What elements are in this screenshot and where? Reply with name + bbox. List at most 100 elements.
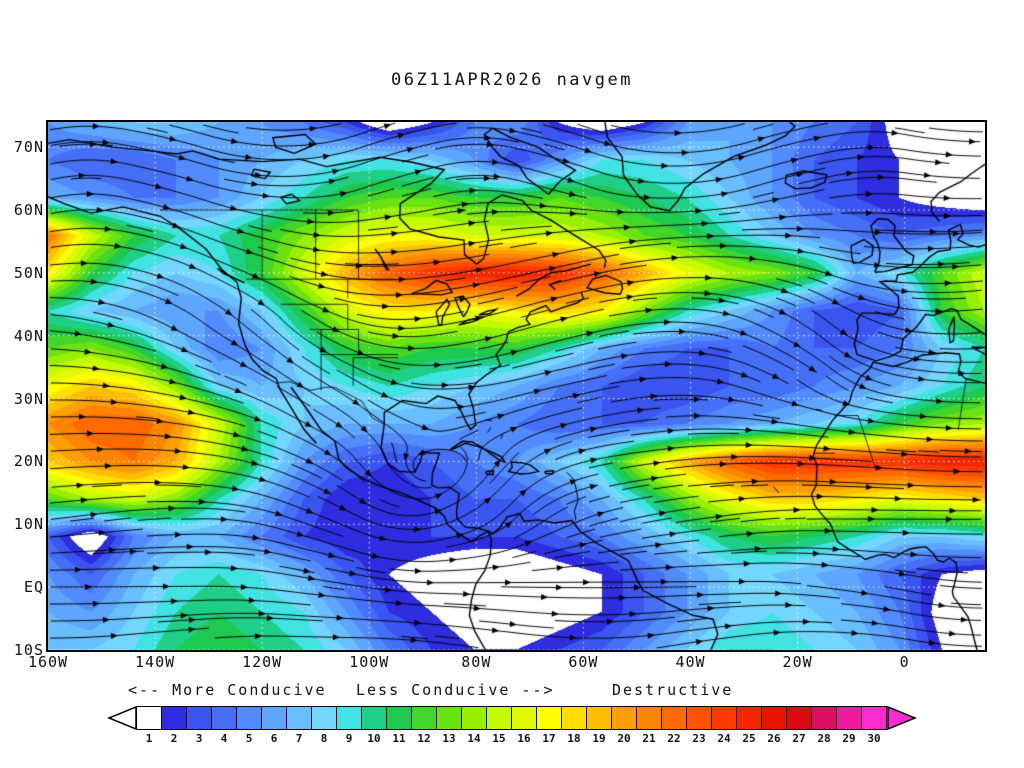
- colorbar-cell: 16: [511, 706, 537, 745]
- colorbar-value: 8: [320, 732, 328, 745]
- colorbar-cell: 11: [386, 706, 412, 745]
- colorbar-swatch: [436, 706, 462, 730]
- colorbar-cell: 15: [486, 706, 512, 745]
- colorbar-swatch: [636, 706, 662, 730]
- colorbar-cell: 18: [561, 706, 587, 745]
- legend-destructive: Destructive: [612, 681, 734, 699]
- shear-map-canvas: [48, 122, 985, 650]
- colorbar-cell: 28: [811, 706, 837, 745]
- lon-axis-label: 160W: [27, 653, 69, 671]
- colorbar-cell: 2: [161, 706, 187, 745]
- colorbar-value: 1: [145, 732, 153, 745]
- lon-axis-label: 80W: [461, 653, 492, 671]
- colorbar-value: 6: [270, 732, 278, 745]
- colorbar-swatch: [561, 706, 587, 730]
- title-line-1: 06Z11APR2026 navgem: [391, 70, 633, 90]
- colorbar-cell: 14: [461, 706, 487, 745]
- lon-axis-label: 120W: [242, 653, 283, 671]
- colorbar-value: 29: [842, 732, 856, 745]
- legend-more-conducive: <-- More Conducive: [128, 681, 327, 699]
- colorbar-cell: 4: [211, 706, 237, 745]
- lat-axis-label: 10N: [13, 515, 44, 534]
- colorbar-value: 26: [767, 732, 781, 745]
- lat-axis-label: 50N: [13, 263, 44, 282]
- lon-axis-label: 20W: [782, 653, 813, 671]
- colorbar-left-arrow-icon: [107, 706, 137, 730]
- colorbar-value: 23: [692, 732, 706, 745]
- colorbar-value: 18: [567, 732, 581, 745]
- colorbar-cell: 21: [636, 706, 662, 745]
- colorbar-swatch: [811, 706, 837, 730]
- colorbar-value: 20: [617, 732, 631, 745]
- colorbar-value: 11: [392, 732, 406, 745]
- colorbar-cell: 22: [661, 706, 687, 745]
- lat-axis-label: 10S: [13, 641, 44, 659]
- lat-axis-label: 60N: [13, 201, 44, 219]
- colorbar-value: 12: [417, 732, 431, 745]
- colorbar-swatch: [786, 706, 812, 730]
- colorbar-value: 25: [742, 732, 756, 745]
- colorbar-cell: 7: [286, 706, 312, 745]
- colorbar-swatch: [336, 706, 362, 730]
- colorbar-value: 22: [667, 732, 681, 745]
- colorbar-value: 24: [717, 732, 731, 745]
- colorbar-cell: 1: [136, 706, 162, 745]
- colorbar-cell: 27: [786, 706, 812, 745]
- colorbar-cell: 3: [186, 706, 212, 745]
- colorbar-value: 13: [442, 732, 456, 745]
- colorbar-swatch: [661, 706, 687, 730]
- colorbar-value: 19: [592, 732, 606, 745]
- lon-axis-label: 60W: [568, 653, 599, 671]
- lon-axis-label: 140W: [135, 653, 176, 671]
- colorbar-cell: 30: [861, 706, 887, 745]
- colorbar-swatch: [186, 706, 212, 730]
- colorbar-value: 14: [467, 732, 481, 745]
- colorbar-value: 5: [245, 732, 253, 745]
- colorbar-cell: 25: [736, 706, 762, 745]
- colorbar-cell: 6: [261, 706, 287, 745]
- colorbar-swatch: [211, 706, 237, 730]
- colorbar-value: 16: [517, 732, 531, 745]
- map-frame: [46, 120, 987, 652]
- lat-axis-label: 70N: [13, 138, 44, 157]
- colorbar-cell: 23: [686, 706, 712, 745]
- colorbar-value: 21: [642, 732, 656, 745]
- colorbar-swatch: [236, 706, 262, 730]
- colorbar-cell: 17: [536, 706, 562, 745]
- colorbar-value: 9: [345, 732, 353, 745]
- colorbar-swatch: [386, 706, 412, 730]
- legend-less-conducive: Less Conducive -->: [356, 681, 555, 699]
- colorbar-cell: 26: [761, 706, 787, 745]
- colorbar-value: 10: [367, 732, 381, 745]
- colorbar-swatch: [711, 706, 737, 730]
- colorbar-value: 30: [867, 732, 881, 745]
- colorbar-swatch: [311, 706, 337, 730]
- colorbar-cell: 9: [336, 706, 362, 745]
- colorbar-cell: 19: [586, 706, 612, 745]
- colorbar-value: 3: [195, 732, 203, 745]
- colorbar-right-arrow-icon: [887, 706, 917, 730]
- colorbar-swatch: [836, 706, 862, 730]
- colorbar-swatch: [261, 706, 287, 730]
- colorbar-swatch: [136, 706, 162, 730]
- lat-axis-label: 40N: [13, 326, 44, 345]
- colorbar-value: 17: [542, 732, 556, 745]
- colorbar: 1 2 3 4 5 6 7 8 9 10 11 12 13 14 15 16 17 18 19 20 21 22 23 24 2…: [107, 706, 917, 745]
- colorbar-cell: 13: [436, 706, 462, 745]
- colorbar-swatch: [486, 706, 512, 730]
- lat-axis-label: 20N: [13, 452, 44, 471]
- colorbar-swatch: [861, 706, 887, 730]
- lon-axis-label: 0: [899, 653, 910, 671]
- colorbar-value: 7: [295, 732, 303, 745]
- colorbar-swatch: [536, 706, 562, 730]
- colorbar-swatch: [686, 706, 712, 730]
- colorbar-cell: 5: [236, 706, 262, 745]
- colorbar-swatch: [736, 706, 762, 730]
- lon-axis-label: 100W: [349, 653, 390, 671]
- lat-axis-label: EQ: [23, 578, 44, 597]
- colorbar-cell: 24: [711, 706, 737, 745]
- colorbar-swatch: [361, 706, 387, 730]
- colorbar-swatch: [411, 706, 437, 730]
- colorbar-cell: 10: [361, 706, 387, 745]
- colorbar-value: 27: [792, 732, 806, 745]
